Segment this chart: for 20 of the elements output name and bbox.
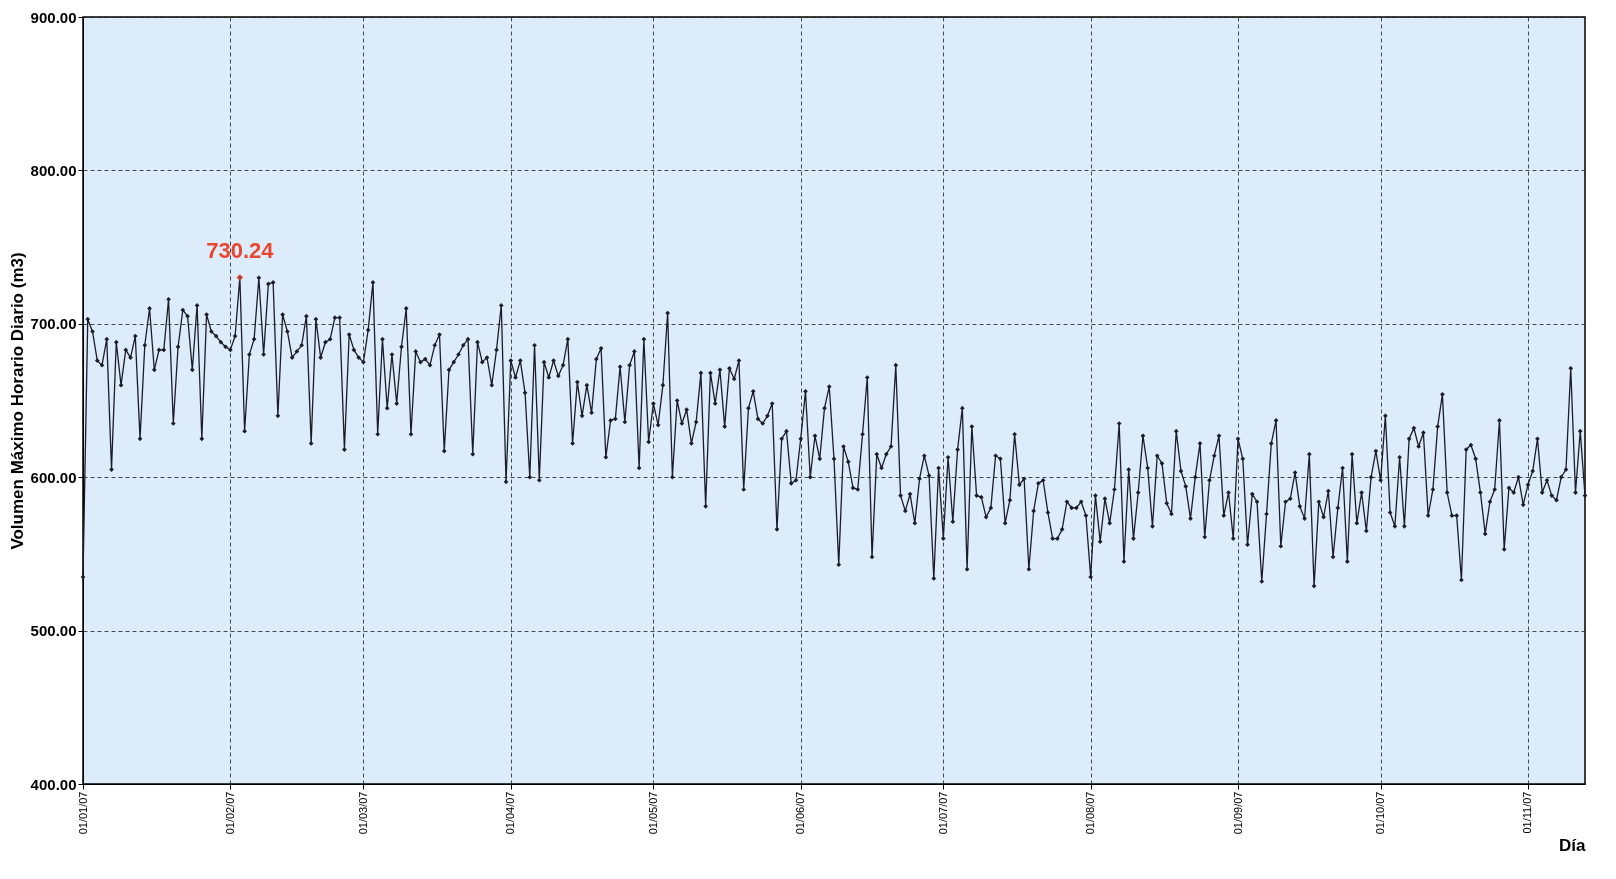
x-tick-label: 01/03/07 xyxy=(356,791,369,835)
y-tick-label: 700.00 xyxy=(30,315,77,333)
x-tick-label: 01/11/07 xyxy=(1521,791,1534,834)
y-tick-label: 800.00 xyxy=(30,161,77,179)
x-axis-title: Día xyxy=(1559,836,1587,856)
x-tick-label: 01/10/07 xyxy=(1374,791,1387,835)
x-tick-label: 01/09/07 xyxy=(1231,791,1244,835)
x-tick-label: 01/02/07 xyxy=(223,791,236,835)
y-tick-label: 900.00 xyxy=(30,8,77,26)
y-tick-label: 400.00 xyxy=(30,775,77,793)
y-tick-label: 500.00 xyxy=(30,622,77,640)
y-tick-label: 600.00 xyxy=(30,468,77,486)
x-tick-label: 01/01/07 xyxy=(76,791,89,835)
annotation: 730.24 xyxy=(206,238,275,264)
y-axis-title: Volumen Máximo Horario Diario (m3) xyxy=(7,252,27,550)
x-tick-label: 01/06/07 xyxy=(794,791,807,835)
x-tick-label: 01/08/07 xyxy=(1084,791,1097,835)
x-tick-label: 01/05/07 xyxy=(646,791,659,835)
x-tick-label: 01/07/07 xyxy=(936,791,949,835)
x-tick-label: 01/04/07 xyxy=(504,791,517,835)
